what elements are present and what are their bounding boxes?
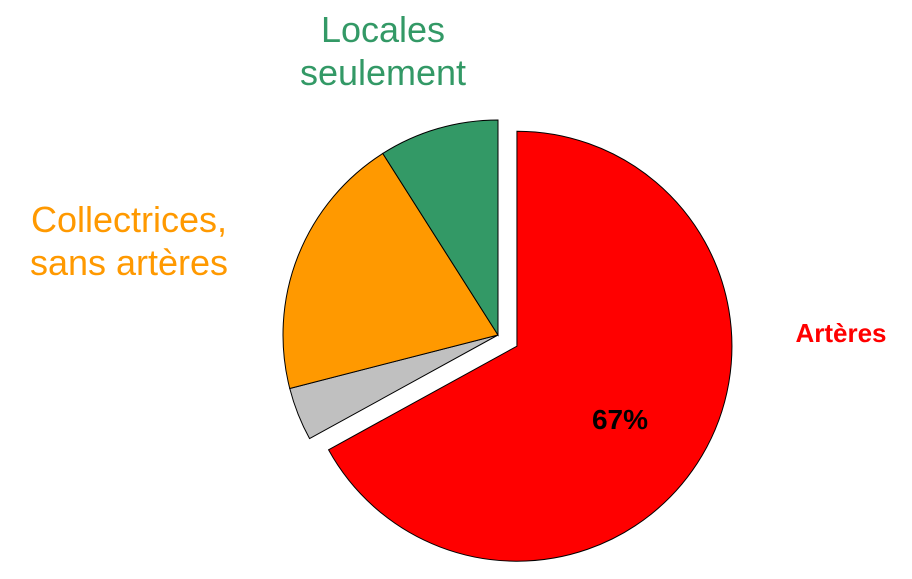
pie-slice <box>382 119 499 337</box>
slice-label: Locales seulement <box>299 9 467 94</box>
value-label: 67% <box>591 404 649 435</box>
pie-slice <box>282 152 499 390</box>
slice-label: Collectrices, sans artères <box>29 199 229 284</box>
slice-label: Artères <box>795 318 887 348</box>
pie-slice <box>327 130 733 562</box>
